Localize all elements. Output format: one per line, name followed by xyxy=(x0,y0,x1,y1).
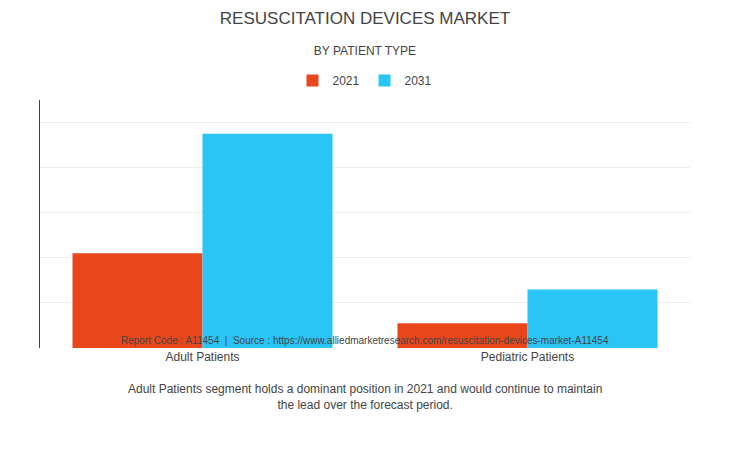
svg-text:Pediatric Patients: Pediatric Patients xyxy=(481,350,574,364)
svg-text:RESUSCITATION DEVICES MARKET: RESUSCITATION DEVICES MARKET xyxy=(220,9,510,28)
svg-text:BY PATIENT TYPE: BY PATIENT TYPE xyxy=(314,44,416,58)
svg-text:Adult Patients segment holds a: Adult Patients segment holds a dominant … xyxy=(128,382,602,412)
svg-text:2031: 2031 xyxy=(405,74,432,88)
svg-text:Report Code : A11454 | Sourc: Report Code : A11454 | Source : https://… xyxy=(121,335,609,346)
svg-text:Adult Patients: Adult Patients xyxy=(165,350,239,364)
svg-text:2021: 2021 xyxy=(333,74,360,88)
